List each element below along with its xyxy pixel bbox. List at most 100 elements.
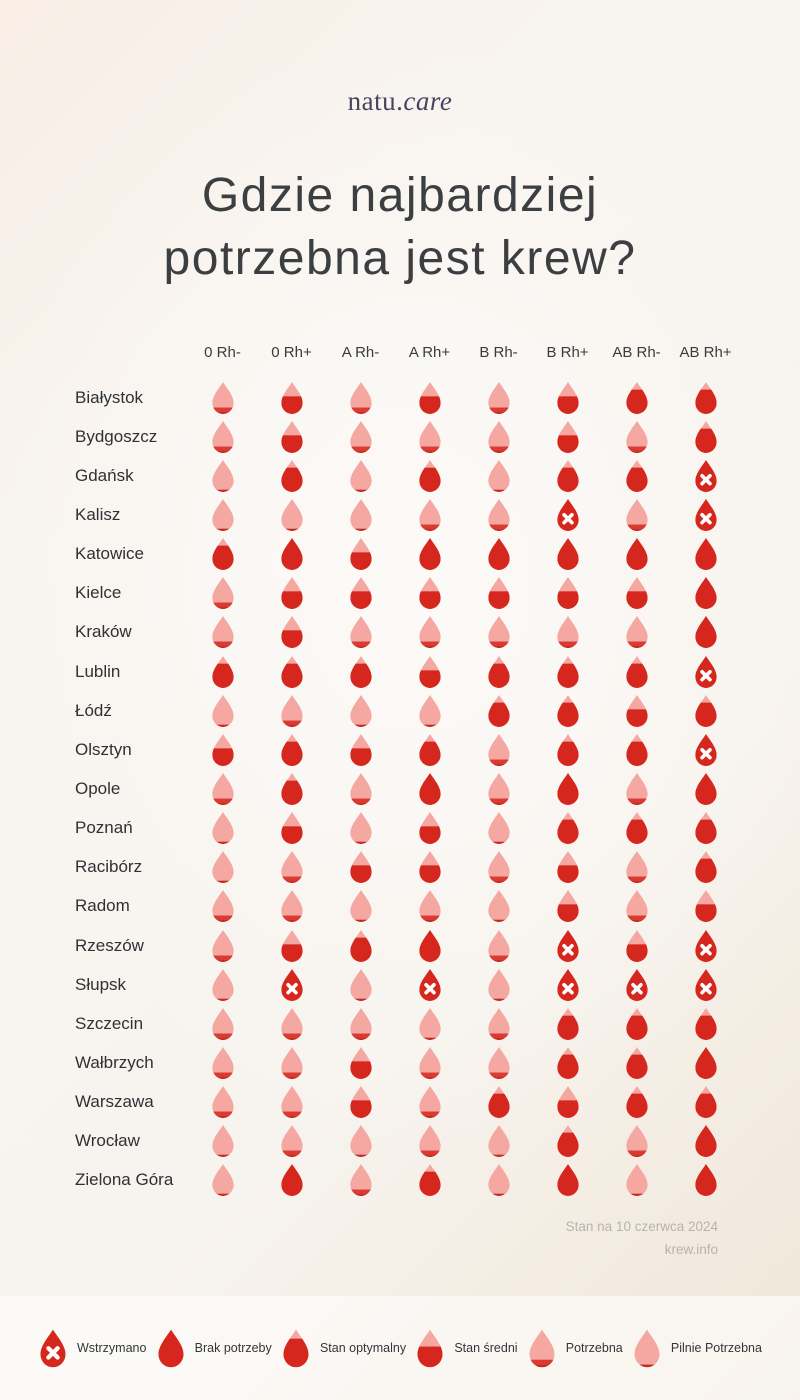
page-title: Gdzie najbardziej potrzebna jest krew?: [0, 164, 800, 290]
drop-cell-kalisz-ab-rh-: [602, 498, 671, 532]
blood-drop-icon-pilnie: [211, 694, 234, 727]
blood-drop-icon-pilnie: [634, 1329, 660, 1367]
drop-cell-szczecin-b-rh+: [533, 1007, 602, 1041]
drop-cell-wa-brzych-ab-rh+: [671, 1046, 740, 1080]
drop-cell-racib-rz-b-rh+: [533, 850, 602, 884]
city-label: Kraków: [75, 622, 132, 642]
drop-cell-radom-b-rh-: [464, 889, 533, 923]
city-label: Poznań: [75, 818, 133, 838]
blood-drop-icon-pilnie: [487, 968, 510, 1001]
legend-item-potrzebna: Potrzebna: [527, 1328, 623, 1369]
blood-drop-icon-potrzebna: [280, 1086, 303, 1119]
blood-drop-icon-optymalny: [556, 1007, 579, 1040]
city-label: Łódź: [75, 700, 112, 720]
blood-drop-icon-sredni: [349, 851, 372, 884]
blood-drop-icon-optymalny: [556, 1046, 579, 1079]
drop-cell-krak-w-0-rh-: [188, 615, 257, 649]
legend-item-pilnie: Pilnie Potrzebna: [632, 1328, 762, 1369]
table-row-bia-ystok: Białystok: [60, 378, 740, 417]
drop-cell-pozna--0-rh-: [188, 811, 257, 845]
drop-cell-warszawa-ab-rh+: [671, 1085, 740, 1119]
drop-cell-lublin-0-rh+: [257, 655, 326, 689]
blood-drop-icon-sredni: [349, 1086, 372, 1119]
drop-cell-lublin-ab-rh+: [671, 655, 740, 689]
city-label: Radom: [75, 896, 130, 916]
blood-drop-icon-wstrzymano: [694, 655, 717, 688]
blood-drop-icon-optymalny: [280, 655, 303, 688]
drop-cell-kielce-ab-rh-: [602, 576, 671, 610]
blood-drop-icon-optymalny: [694, 1086, 717, 1119]
blood-drop-icon-potrzebna: [487, 1046, 510, 1079]
blood-drop-icon-optymalny: [625, 812, 648, 845]
drop-cell-zielona-g-ra-0-rh+: [257, 1163, 326, 1197]
drop-cell-szczecin-b-rh-: [464, 1007, 533, 1041]
blood-drop-icon-potrzebna: [487, 420, 510, 453]
drop-cell-racib-rz-0-rh-: [188, 850, 257, 884]
table-row-zielona-g-ra: Zielona Góra: [60, 1161, 740, 1200]
blood-drop-icon-optymalny: [625, 459, 648, 492]
blood-drop-icon-optymalny: [625, 655, 648, 688]
drop-cell-racib-rz-ab-rh+: [671, 850, 740, 884]
blood-drop-icon-brak: [694, 1046, 717, 1079]
blood-drop-icon-optymalny: [694, 812, 717, 845]
blood-drop-icon-potrzebna: [418, 420, 441, 453]
drop-cell-gda-sk-b-rh-: [464, 459, 533, 493]
drop-cell-rzesz-w-a-rh+: [395, 929, 464, 963]
blood-drop-icon-optymalny: [418, 459, 441, 492]
drop-cell-kielce-a-rh+: [395, 576, 464, 610]
table-row-rzesz-w: Rzeszów: [60, 926, 740, 965]
blood-drop-icon-potrzebna: [280, 851, 303, 884]
drop-cell-gda-sk-b-rh+: [533, 459, 602, 493]
table-row-krak-w: Kraków: [60, 613, 740, 652]
blood-drop-icon-optymalny: [625, 733, 648, 766]
drop-cell-lublin-b-rh+: [533, 655, 602, 689]
table-row-gda-sk: Gdańsk: [60, 456, 740, 495]
drop-cell-katowice-0-rh-: [188, 537, 257, 571]
drop-cell-krak-w-0-rh+: [257, 615, 326, 649]
city-label: Kielce: [75, 583, 122, 603]
drop-cell-pozna--b-rh+: [533, 811, 602, 845]
legend-bar: Wstrzymano Brak potrzeby Stan optymalny Sta…: [0, 1296, 800, 1400]
city-label: Kalisz: [75, 504, 121, 524]
drop-cell-opole-0-rh+: [257, 772, 326, 806]
blood-drop-icon-sredni: [280, 577, 303, 610]
blood-drop-icon-sredni: [418, 655, 441, 688]
blood-drop-icon-optymalny: [211, 538, 234, 571]
blood-drop-icon-pilnie: [418, 1007, 441, 1040]
drop-cell-opole-ab-rh+: [671, 772, 740, 806]
drop-cell-olsztyn-ab-rh+: [671, 733, 740, 767]
blood-drop-icon-sredni: [556, 381, 579, 414]
blood-drop-icon-brak: [280, 538, 303, 571]
blood-drop-icon-potrzebna: [418, 1086, 441, 1119]
blood-drop-icon-optymalny: [283, 1329, 309, 1367]
blood-drop-icon-pilnie: [349, 1125, 372, 1158]
blood-drop-icon-wstrzymano: [694, 498, 717, 531]
blood-drop-icon-brak: [280, 1164, 303, 1197]
drop-cell-wroc-aw-ab-rh-: [602, 1124, 671, 1158]
blood-drop-icon-sredni: [349, 538, 372, 571]
drop-cell-rzesz-w-0-rh+: [257, 929, 326, 963]
drop-cell-katowice-b-rh+: [533, 537, 602, 571]
blood-drop-icon-brak: [556, 772, 579, 805]
drop-cell-s-upsk-0-rh-: [188, 968, 257, 1002]
drop-cell-rzesz-w-b-rh-: [464, 929, 533, 963]
table-row-radom: Radom: [60, 887, 740, 926]
drop-cell-gda-sk-ab-rh+: [671, 459, 740, 493]
drop-cell-zielona-g-ra-ab-rh-: [602, 1163, 671, 1197]
drop-cell-lublin-ab-rh-: [602, 655, 671, 689]
blood-drop-icon-pilnie: [211, 498, 234, 531]
drop-cell-rzesz-w-a-rh-: [326, 929, 395, 963]
drop-cell-kalisz-ab-rh+: [671, 498, 740, 532]
drop-cell-s-upsk-ab-rh-: [602, 968, 671, 1002]
blood-drop-icon-optymalny: [487, 655, 510, 688]
blood-drop-icon-brak: [694, 616, 717, 649]
blood-drop-icon-potrzebna: [280, 694, 303, 727]
legend-label-potrzebna: Potrzebna: [565, 1341, 623, 1355]
blood-drop-icon-brak: [158, 1329, 184, 1367]
blood-status-grid: Białystok Bydgoszcz Gdańsk Kalisz Katowice Ki…: [60, 378, 740, 1200]
drop-cell-katowice-a-rh+: [395, 537, 464, 571]
brand-logo: natu.care: [0, 86, 800, 117]
blood-drop-icon-brak: [694, 772, 717, 805]
blood-drop-icon-sredni: [694, 890, 717, 923]
blood-drop-icon-brak: [487, 538, 510, 571]
